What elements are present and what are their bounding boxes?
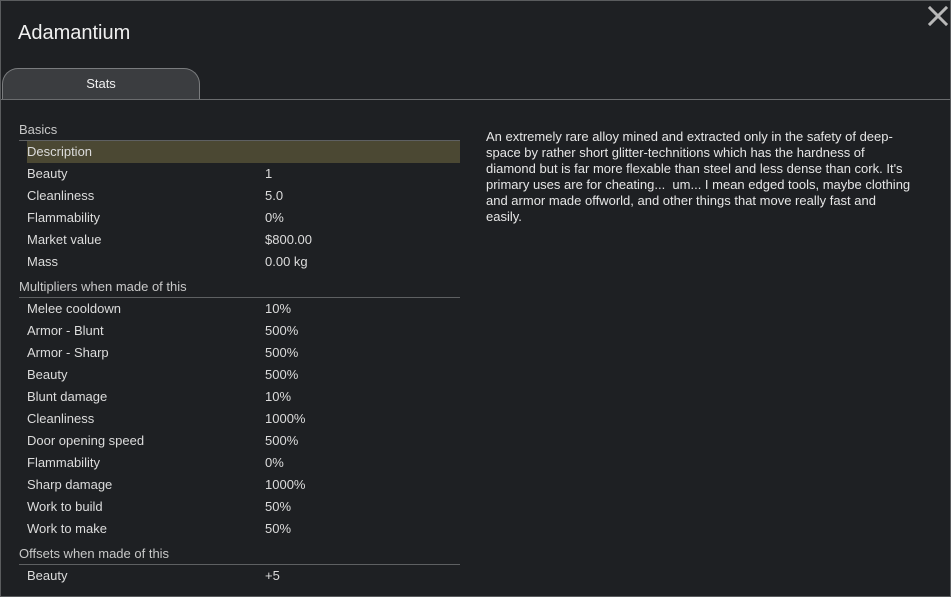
stat-label: Description [27,144,93,159]
stat-row[interactable]: Door opening speed 500% [27,430,460,452]
stat-label: Armor - Sharp [27,345,109,360]
stat-section: Offsets when made of this Beauty +5 [19,542,460,587]
stat-row[interactable]: Armor - Sharp 500% [27,342,460,364]
stat-row[interactable]: Blunt damage 10% [27,386,460,408]
stat-value: 50% [265,499,292,514]
window-title: Adamantium [18,22,131,44]
section-header: Multipliers when made of this [19,275,460,298]
stat-value: 0.00 kg [265,254,308,269]
stat-section: Basics Description Beauty 1 Cleanliness 5.0 Fl… [19,118,460,273]
stat-row[interactable]: Work to build 50% [27,496,460,518]
stat-value: 1000% [265,477,306,492]
stat-value: 0% [265,210,284,225]
close-button[interactable] [927,5,949,27]
stat-label: Sharp damage [27,477,113,492]
stat-label: Beauty [27,166,68,181]
stat-value: 10% [265,301,292,316]
stat-value: 500% [265,367,299,382]
stat-value: 50% [265,521,292,536]
stat-value: 1 [265,166,273,181]
stat-row[interactable]: Market value $800.00 [27,229,460,251]
stat-section: Multipliers when made of this Melee coold… [19,275,460,540]
stat-value: +5 [265,568,280,583]
stat-row[interactable]: Beauty 1 [27,163,460,185]
stat-row[interactable]: Armor - Blunt 500% [27,320,460,342]
stat-value: 500% [265,323,299,338]
stat-row[interactable]: Cleanliness 5.0 [27,185,460,207]
stat-label: Mass [27,254,59,269]
stat-row[interactable]: Work to make 50% [27,518,460,540]
stat-row[interactable]: Cleanliness 1000% [27,408,460,430]
stat-label: Armor - Blunt [27,323,104,338]
stat-label: Flammability [27,210,100,225]
stat-row[interactable]: Mass 0.00 kg [27,251,460,273]
description-text: An extremely rare alloy mined and extrac… [486,129,914,224]
stat-label: Flammability [27,455,100,470]
section-header: Offsets when made of this [19,542,460,565]
stat-label: Melee cooldown [27,301,121,316]
stat-row[interactable]: Sharp damage 1000% [27,474,460,496]
stat-value: 5.0 [265,188,284,203]
stat-row[interactable]: Flammability 0% [27,207,460,229]
stat-label: Cleanliness [27,411,95,426]
stat-label: Market value [27,232,102,247]
stat-label: Blunt damage [27,389,108,404]
stat-value: 500% [265,433,299,448]
stat-label: Door opening speed [27,433,145,448]
stat-label: Cleanliness [27,188,95,203]
stat-row[interactable]: Flammability 0% [27,452,460,474]
stat-value: 500% [265,345,299,360]
stat-row[interactable]: Description [27,141,460,163]
stat-label: Beauty [27,568,68,583]
stat-value: $800.00 [265,232,312,247]
section-header: Basics [19,118,460,141]
stat-row[interactable]: Melee cooldown 10% [27,298,460,320]
stat-value: 10% [265,389,292,404]
stat-label: Beauty [27,367,68,382]
tab[interactable]: Stats [2,68,200,99]
stat-row[interactable]: Beauty +5 [27,565,460,587]
stat-label: Work to make [27,521,107,536]
stat-row[interactable]: Beauty 500% [27,364,460,386]
stat-value: 1000% [265,411,306,426]
tab-underline [1,99,950,100]
stat-label: Work to build [27,499,103,514]
stat-value: 0% [265,455,284,470]
stats-list: Basics Description Beauty 1 Cleanliness 5.0 Fl… [19,118,460,587]
